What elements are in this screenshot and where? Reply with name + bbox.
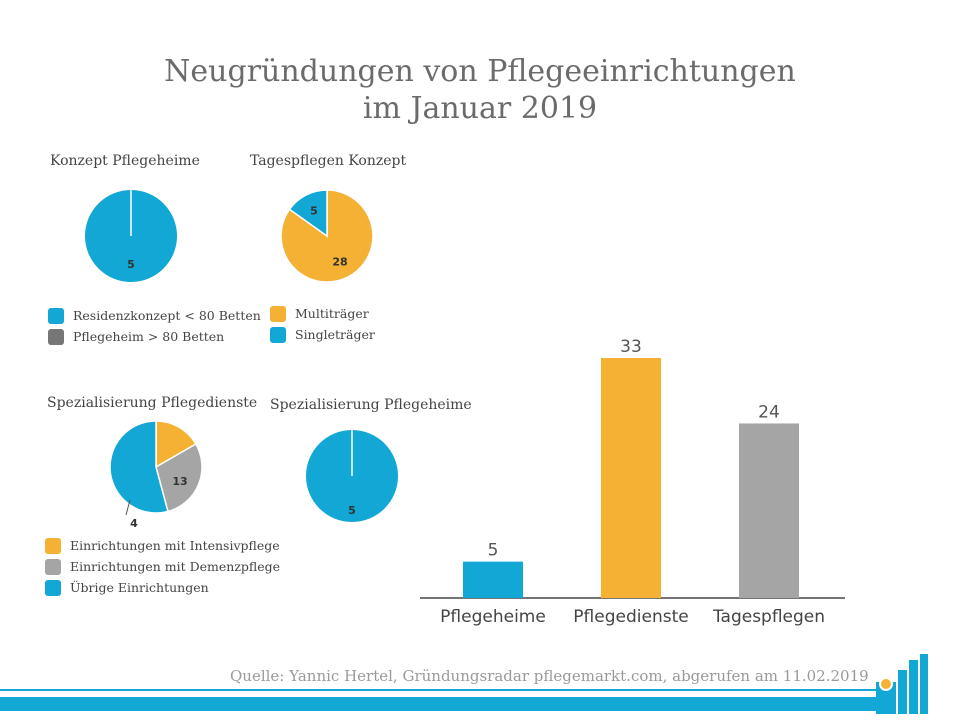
- chart-title-line2: im Januar 2019: [362, 91, 598, 126]
- x-tick-label: Pflegedienste: [573, 607, 688, 627]
- legend-swatch: [45, 579, 61, 596]
- legend-tagespflegen-konzept: Multiträger Singleträger: [270, 303, 375, 345]
- pie-data-label: 4: [130, 517, 138, 530]
- pie-data-label: 5: [348, 504, 356, 517]
- legend-swatch: [48, 307, 64, 324]
- legend-item: Einrichtungen mit Intensivpflege: [45, 535, 280, 556]
- x-tick-label: Tagespflegen: [712, 607, 825, 627]
- legend-label: Multiträger: [295, 306, 369, 321]
- pie-konzept-pflegeheime: 5: [85, 190, 177, 282]
- pie-tagespflegen-konzept: 28 5: [280, 189, 374, 283]
- pie-title-spezialisierung-pflegeheime: Spezialisierung Pflegeheime: [270, 397, 472, 413]
- legend-swatch: [270, 305, 286, 322]
- legend-swatch: [45, 537, 61, 554]
- pie-spezialisierung-pflegedienste: 4713: [109, 420, 203, 530]
- legend-label: Singleträger: [295, 327, 375, 342]
- legend-item: Singleträger: [270, 324, 375, 345]
- pie-data-label: 5: [310, 205, 318, 218]
- bar-pflegedienste: [601, 358, 661, 598]
- pie-data-label: 5: [127, 258, 135, 271]
- pie-spezialisierung-pflegeheime: 5: [306, 430, 398, 522]
- source-note: Quelle: Yannic Hertel, Gründungsradar pf…: [230, 667, 869, 685]
- legend-spezialisierung-pflegedienste: Einrichtungen mit Intensivpflege Einrich…: [45, 535, 280, 598]
- pie-title-konzept-pflegeheime: Konzept Pflegeheime: [50, 153, 200, 169]
- x-tick-label: Pflegeheime: [440, 607, 546, 627]
- footer-thin-stripe: [0, 689, 882, 691]
- legend-swatch: [48, 328, 64, 345]
- bar-chart: 5 Pflegeheime 33 Pflegedienste 24 Tagespflege…: [420, 337, 845, 627]
- legend-konzept-pflegeheime: Residenzkonzept < 80 Betten Pflegeheim >…: [48, 305, 261, 347]
- legend-item: Residenzkonzept < 80 Betten: [48, 305, 261, 326]
- legend-label: Einrichtungen mit Demenzpflege: [70, 559, 281, 574]
- legend-label: Einrichtungen mit Intensivpflege: [70, 538, 280, 553]
- legend-label: Pflegeheim > 80 Betten: [73, 329, 225, 344]
- bar-value-label: 24: [758, 402, 780, 422]
- pie-data-label: 28: [332, 255, 347, 268]
- pie-data-label: 13: [172, 475, 187, 488]
- pie-slice: [155, 442, 203, 513]
- legend-label: Residenzkonzept < 80 Betten: [73, 308, 261, 323]
- chart-title-line1: Neugründungen von Pflegeeinrichtungen: [164, 54, 796, 89]
- bar-pflegeheime: [463, 561, 523, 598]
- legend-item: Übrige Einrichtungen: [45, 577, 280, 598]
- pie-title-spezialisierung-pflegedienste: Spezialisierung Pflegedienste: [47, 395, 258, 411]
- legend-item: Einrichtungen mit Demenzpflege: [45, 556, 280, 577]
- legend-label: Übrige Einrichtungen: [70, 580, 209, 595]
- brand-logo: [876, 654, 928, 714]
- legend-item: Multiträger: [270, 303, 375, 324]
- pie-title-tagespflegen-konzept: Tagespflegen Konzept: [250, 153, 407, 169]
- bar-value-label: 5: [488, 541, 499, 561]
- pie-label-leader: [125, 499, 131, 516]
- legend-swatch: [45, 558, 61, 575]
- footer-stripe: [0, 697, 882, 711]
- legend-swatch: [270, 326, 286, 343]
- bar-value-label: 33: [620, 337, 642, 357]
- pie-slice: [288, 189, 328, 238]
- pie-slice: [109, 420, 169, 514]
- legend-item: Pflegeheim > 80 Betten: [48, 326, 261, 347]
- pie-slice: [155, 420, 197, 469]
- bar-tagespflegen: [739, 423, 799, 598]
